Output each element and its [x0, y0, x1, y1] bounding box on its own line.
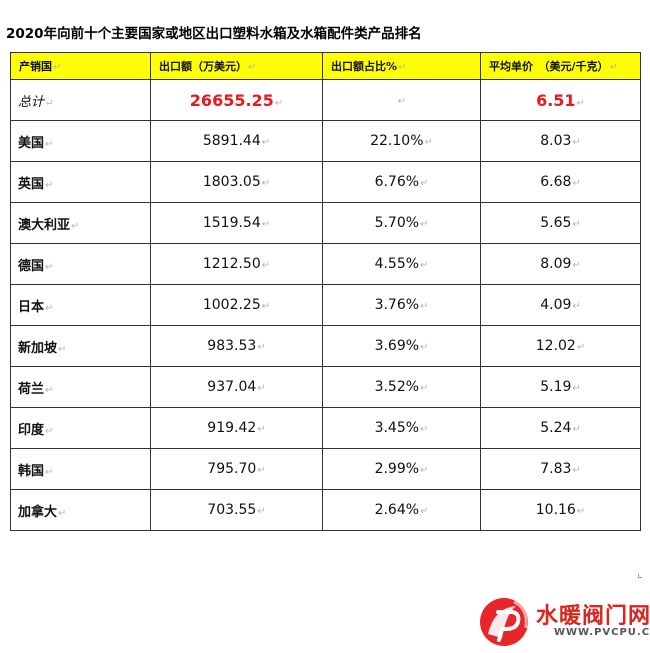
table-title: 2020年向前十个主要国家或地区出口塑料水箱及水箱配件类产品排名 [6, 26, 422, 42]
table-row: 印度↵ 919.42↵ 3.45%↵ 5.24↵ [10, 407, 641, 449]
unit-price-cell: 5.65↵ [480, 202, 641, 244]
table-row: 荷兰↵ 937.04↵ 3.52%↵ 5.19↵ [10, 366, 641, 408]
export-value-cell: 919.42↵ [150, 407, 323, 449]
table-row: 英国↵ 1803.05↵ 6.76%↵ 6.68↵ [10, 161, 641, 203]
header-share: 出口额占比%↵ [322, 52, 481, 80]
country-cell: 日本↵ [10, 284, 151, 326]
share-cell: 2.64%↵ [322, 489, 481, 531]
country-cell: 韩国↵ [10, 448, 151, 490]
header-country: 产销国↵ [10, 52, 151, 80]
table-row: 日本↵ 1002.25↵ 3.76%↵ 4.09↵ [10, 284, 641, 326]
country-cell: 新加坡↵ [10, 325, 151, 367]
brand-logo-icon [480, 598, 528, 646]
country-cell: 加拿大↵ [10, 489, 151, 531]
export-value-cell: 26655.25↵ [150, 79, 323, 121]
share-cell: 3.52%↵ [322, 366, 481, 408]
export-value-cell: 1519.54↵ [150, 202, 323, 244]
header-row: 产销国↵ 出口额（万美元）↵ 出口额占比%↵ 平均单价 （美元/千克）↵ [10, 52, 641, 80]
share-cell: 5.70%↵ [322, 202, 481, 244]
country-cell: 荷兰↵ [10, 366, 151, 408]
export-value-cell: 795.70↵ [150, 448, 323, 490]
country-cell: 美国↵ [10, 120, 151, 162]
table-row: 新加坡↵ 983.53↵ 3.69%↵ 12.02↵ [10, 325, 641, 367]
header-unit-price: 平均单价 （美元/千克）↵ [480, 52, 641, 80]
export-value-cell: 937.04↵ [150, 366, 323, 408]
country-cell: 德国↵ [10, 243, 151, 285]
export-value-cell: 5891.44↵ [150, 120, 323, 162]
export-value-cell: 703.55↵ [150, 489, 323, 531]
country-cell: 澳大利亚↵ [10, 202, 151, 244]
share-cell: 3.76%↵ [322, 284, 481, 326]
table-row: 澳大利亚↵ 1519.54↵ 5.70%↵ 5.65↵ [10, 202, 641, 244]
share-cell: 4.55%↵ [322, 243, 481, 285]
unit-price-cell: 5.19↵ [480, 366, 641, 408]
unit-price-cell: 6.51↵ [480, 79, 641, 121]
export-value-cell: 983.53↵ [150, 325, 323, 367]
table-row: 美国↵ 5891.44↵ 22.10%↵ 8.03↵ [10, 120, 641, 162]
unit-price-cell: 4.09↵ [480, 284, 641, 326]
share-cell: 3.69%↵ [322, 325, 481, 367]
export-value-cell: 1002.25↵ [150, 284, 323, 326]
export-ranking-table: 产销国↵ 出口额（万美元）↵ 出口额占比%↵ 平均单价 （美元/千克）↵ 总计↵… [10, 52, 641, 531]
unit-price-cell: 8.03↵ [480, 120, 641, 162]
share-cell: 2.99%↵ [322, 448, 481, 490]
country-cell: 总计↵ [10, 79, 151, 121]
export-value-cell: 1212.50↵ [150, 243, 323, 285]
unit-price-cell: 5.24↵ [480, 407, 641, 449]
header-export-value: 出口额（万美元）↵ [150, 52, 323, 80]
unit-price-cell: 8.09↵ [480, 243, 641, 285]
export-value-cell: 1803.05↵ [150, 161, 323, 203]
unit-price-cell: 6.68↵ [480, 161, 641, 203]
country-cell: 英国↵ [10, 161, 151, 203]
watermark-brand: 水暖阀门网 [536, 604, 650, 629]
paragraph-end-mark [638, 574, 642, 578]
watermark: 水暖阀门网 WWW.PVCPU.COM [476, 594, 650, 649]
table-row: 韩国↵ 795.70↵ 2.99%↵ 7.83↵ [10, 448, 641, 490]
table-row: 德国↵ 1212.50↵ 4.55%↵ 8.09↵ [10, 243, 641, 285]
share-cell: 6.76%↵ [322, 161, 481, 203]
unit-price-cell: 12.02↵ [480, 325, 641, 367]
share-cell: 3.45%↵ [322, 407, 481, 449]
share-cell: ↵ [322, 79, 481, 121]
unit-price-cell: 7.83↵ [480, 448, 641, 490]
country-cell: 印度↵ [10, 407, 151, 449]
watermark-url: WWW.PVCPU.COM [554, 627, 650, 638]
table-row-total: 总计↵ 26655.25↵ ↵ 6.51↵ [10, 79, 641, 121]
unit-price-cell: 10.16↵ [480, 489, 641, 531]
share-cell: 22.10%↵ [322, 120, 481, 162]
table-row: 加拿大↵ 703.55↵ 2.64%↵ 10.16↵ [10, 489, 641, 531]
